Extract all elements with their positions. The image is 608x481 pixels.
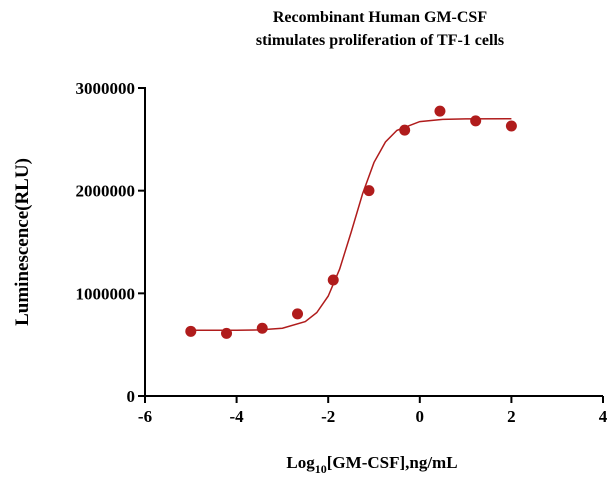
x-label-sub: 10 (315, 462, 327, 476)
fit-curve (190, 118, 512, 332)
data-point (470, 115, 482, 127)
y-tick-label: 3000000 (76, 79, 136, 98)
data-point (399, 124, 411, 136)
x-axis-label: Log10[GM-CSF],ng/mL (286, 453, 457, 476)
x-label-part: [GM-CSF],ng/mL (327, 453, 458, 472)
data-point (434, 105, 446, 117)
x-tick-label: 0 (416, 407, 425, 426)
data-point (505, 120, 517, 132)
data-point (363, 185, 375, 197)
x-tick-label: 4 (599, 407, 608, 426)
x-tick-label: 2 (507, 407, 516, 426)
data-point (292, 308, 304, 320)
x-label-part: Log (286, 453, 315, 472)
y-tick-label: 1000000 (76, 284, 136, 303)
x-tick-label: -6 (138, 407, 152, 426)
y-tick-label: 0 (127, 387, 136, 406)
y-tick-label: 2000000 (76, 182, 136, 201)
y-axis-label: Luminescence(RLU) (12, 158, 33, 326)
x-tick-label: -2 (321, 407, 335, 426)
x-tick-label: -4 (230, 407, 245, 426)
chart-title: Recombinant Human GM-CSF (273, 9, 487, 26)
data-point (185, 325, 197, 337)
data-point (256, 322, 268, 334)
chart-title: stimulates proliferation of TF-1 cells (256, 32, 504, 49)
